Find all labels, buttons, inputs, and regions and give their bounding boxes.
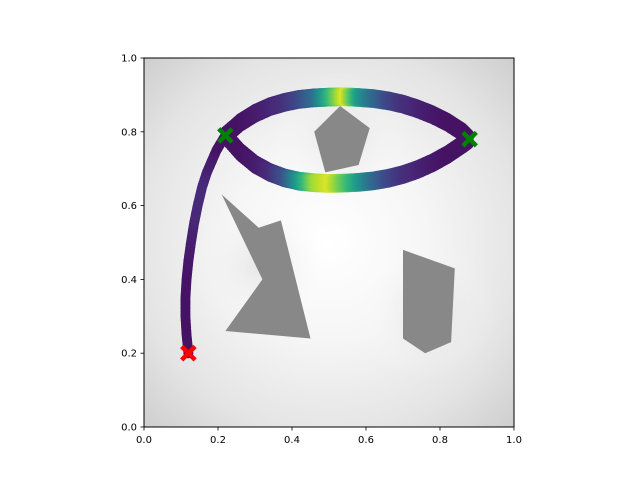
axes-frame	[143, 57, 515, 428]
x-tick-label: 0.6	[358, 435, 374, 446]
y-tick-label: 1.0	[121, 54, 137, 65]
obstacle-chevron	[221, 194, 311, 339]
y-tick-label: 0.8	[121, 127, 137, 138]
obstacles	[221, 105, 455, 354]
y-axis: 0.0 0.2 0.4 0.6 0.8 1.0	[121, 54, 144, 434]
start-marker	[180, 344, 197, 362]
y-tick-label: 0.0	[121, 423, 137, 434]
y-tick-label: 0.2	[121, 349, 137, 360]
x-tick-label: 0.0	[136, 435, 152, 446]
y-tick-label: 0.4	[121, 275, 137, 286]
y-tick-label: 0.6	[121, 201, 137, 212]
waypoint-marker-1	[461, 130, 478, 148]
waypoint-marker-0	[217, 127, 234, 144]
x-axis: 0.0 0.2 0.4 0.6 0.8 1.0	[136, 427, 522, 446]
obstacle-quad	[403, 249, 455, 354]
obstacle-pentagon	[314, 105, 370, 173]
x-tick-label: 0.2	[210, 435, 226, 446]
trajectory-2	[220, 126, 474, 193]
x-tick-label: 0.8	[432, 435, 448, 446]
trajectories	[180, 87, 474, 359]
markers	[180, 127, 478, 362]
axes: 0.0 0.2 0.4 0.6 0.8 1.0 0.0 0.2 0.4 0.6 0.8 1.0	[121, 54, 522, 447]
trajectory-1	[220, 87, 474, 148]
x-tick-label: 0.4	[284, 435, 300, 446]
x-tick-label: 1.0	[506, 435, 522, 446]
